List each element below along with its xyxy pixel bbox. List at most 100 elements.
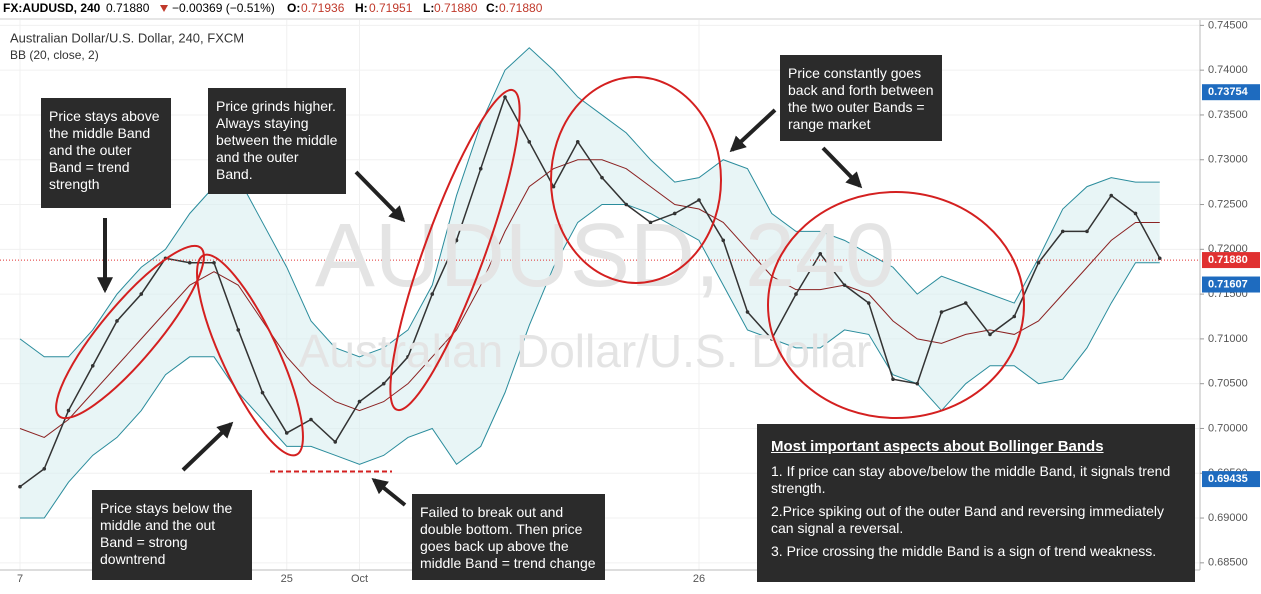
header: FX:AUDUSD, 240 0.71880 −0.00369 (−0.51%)…	[3, 1, 543, 15]
point	[624, 202, 629, 207]
series-line	[19, 95, 1161, 488]
price-badge-label: 0.71880	[1208, 254, 1248, 266]
open-label: O:	[287, 1, 300, 15]
point	[672, 211, 677, 216]
annotation: Price constantly goes back and forth bet…	[780, 55, 942, 141]
subtitle: Australian Dollar/U.S. Dollar, 240, FXCM	[10, 30, 244, 45]
y-tick-label: 0.70500	[1208, 378, 1248, 390]
point	[818, 251, 823, 256]
point	[600, 175, 604, 180]
point	[1133, 211, 1138, 216]
series-line	[20, 204, 1160, 519]
point	[503, 95, 507, 99]
point	[1085, 229, 1089, 234]
point	[988, 332, 992, 337]
open: 0.71936	[301, 1, 345, 15]
watermarks: AUDUSD, 240 Australian Dollar/U.S. Dolla…	[299, 206, 895, 377]
price-badge-label: 0.71607	[1208, 278, 1248, 290]
point	[697, 198, 701, 202]
point	[333, 440, 338, 444]
arrow	[821, 146, 863, 189]
summary-box: Most important aspects about Bollinger B…	[757, 424, 1195, 582]
annotation: Failed to break out and double bottom. T…	[412, 494, 605, 580]
low: 0.71880	[434, 1, 478, 15]
y-tick-label: 0.74500	[1208, 19, 1248, 31]
point	[648, 220, 653, 225]
y-tick-label: 0.73000	[1208, 154, 1248, 166]
price-badge-label: 0.69435	[1208, 473, 1248, 485]
point	[891, 377, 895, 382]
point	[18, 484, 22, 489]
arrows	[97, 108, 863, 507]
point	[1036, 260, 1041, 265]
indicator: BB (20, close, 2)	[10, 48, 99, 62]
summary-item: 3. Price crossing the middle Band is a s…	[771, 543, 1157, 559]
point	[1109, 193, 1114, 198]
arrow	[181, 421, 234, 472]
price-badge	[1202, 252, 1260, 269]
point	[284, 431, 289, 435]
point	[1060, 229, 1065, 234]
y-tick-label: 0.74000	[1208, 64, 1248, 76]
point	[187, 260, 192, 265]
point	[1012, 314, 1017, 319]
price-badge	[1202, 84, 1260, 101]
point	[430, 292, 435, 296]
price-badge-label: 0.73754	[1208, 86, 1249, 98]
ellipse	[55, 244, 205, 420]
price-badge	[1202, 471, 1260, 488]
price-badge	[1202, 276, 1260, 293]
point	[309, 417, 313, 422]
point	[527, 140, 532, 144]
point	[915, 381, 920, 386]
close-label: C:	[486, 1, 499, 15]
point	[478, 166, 483, 171]
symbol: FX:AUDUSD, 240	[3, 1, 101, 15]
arrow	[371, 477, 407, 507]
ellipse	[550, 76, 722, 284]
watermark: AUDUSD, 240	[315, 206, 895, 306]
ellipse	[767, 191, 1025, 419]
high-label: H:	[355, 1, 368, 15]
point	[551, 184, 556, 189]
y-tick-label: 0.73500	[1208, 109, 1248, 121]
annotation: Price stays above the middle Band and th…	[41, 98, 171, 208]
x-tick-label: 25	[281, 573, 293, 585]
down-arrow	[160, 5, 168, 12]
point	[454, 238, 459, 243]
point	[260, 390, 265, 395]
summary-item: 2.Price spiking out of the outer Band an…	[771, 503, 1164, 536]
point	[866, 301, 871, 305]
point	[66, 408, 71, 413]
point	[745, 310, 750, 314]
summary-title: Most important aspects about Bollinger B…	[771, 438, 1104, 455]
point	[42, 466, 47, 471]
plot	[0, 20, 1200, 570]
low-label: L:	[423, 1, 434, 15]
y-tick-label: 0.69000	[1208, 512, 1248, 524]
high: 0.71951	[369, 1, 413, 15]
y-tick-label: 0.70000	[1208, 422, 1248, 434]
y-tick-label: 0.71000	[1208, 333, 1248, 345]
watermark-sub: Australian Dollar/U.S. Dollar	[299, 325, 872, 377]
point	[1157, 256, 1162, 261]
ellipses	[55, 76, 1025, 457]
arrow	[729, 108, 777, 153]
y-axis-bg	[1200, 20, 1261, 594]
point	[115, 319, 119, 323]
y-tick-label: 0.68500	[1208, 557, 1248, 569]
point	[406, 355, 410, 359]
last: 0.71880	[106, 1, 150, 15]
point	[575, 140, 580, 144]
annotation: Price stays below the middle and the out…	[92, 490, 252, 580]
point	[212, 260, 216, 265]
change: −0.00369 (−0.51%)	[172, 1, 275, 15]
arrow	[354, 170, 406, 223]
point	[90, 363, 95, 368]
close: 0.71880	[499, 1, 543, 15]
point	[842, 283, 847, 287]
point	[236, 328, 241, 332]
point	[381, 381, 386, 386]
